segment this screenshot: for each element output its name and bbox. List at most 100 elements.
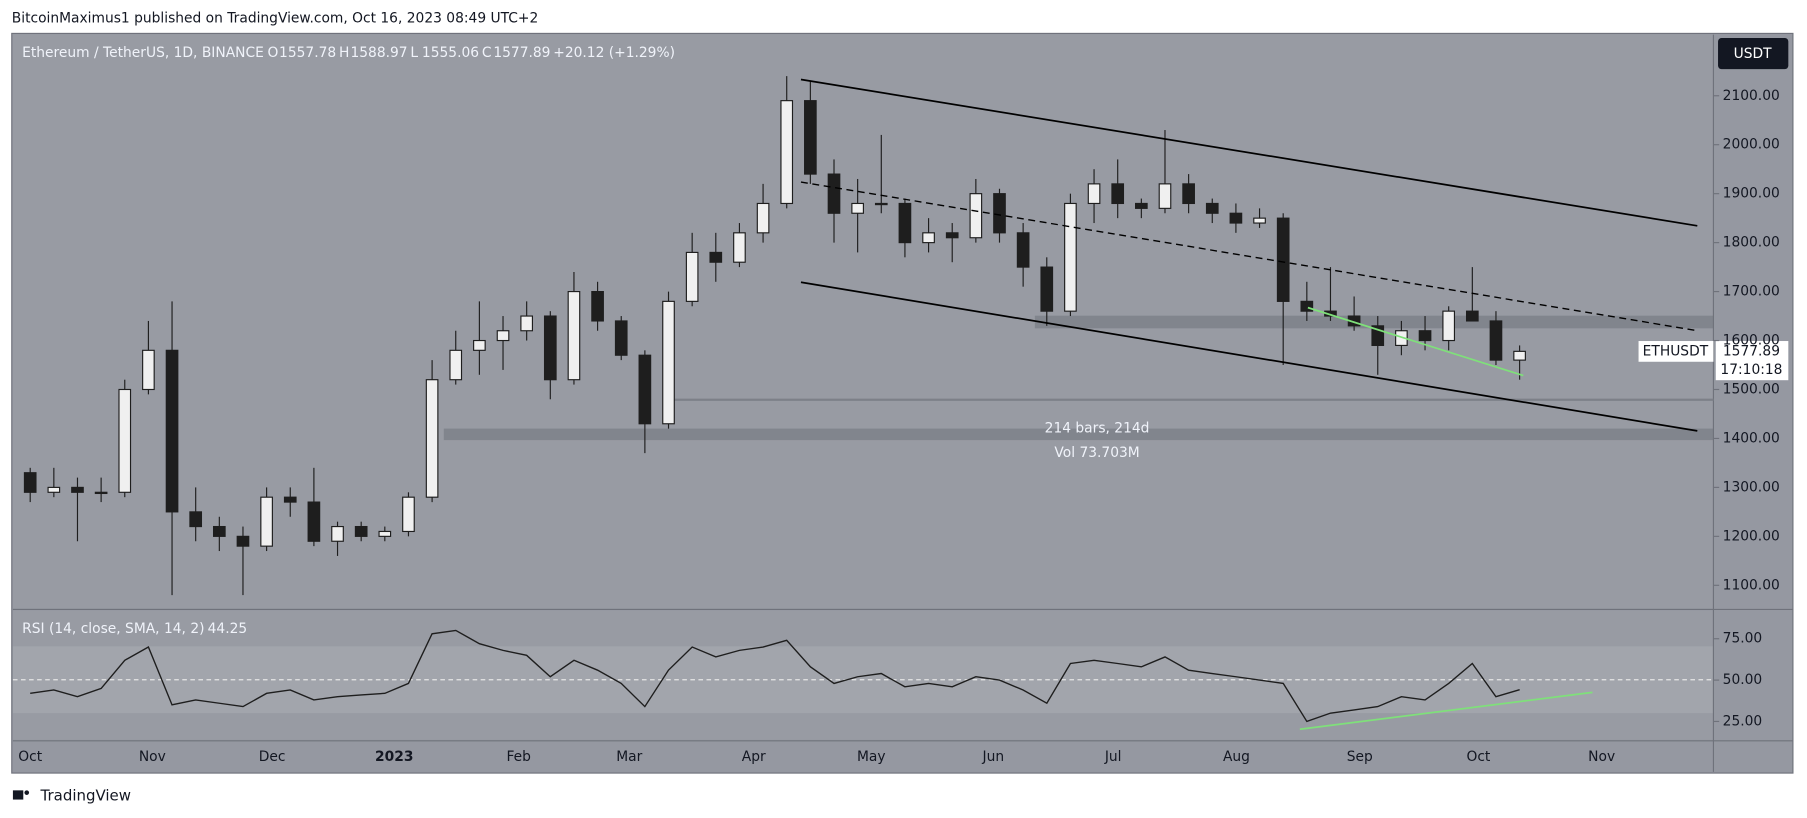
y-tick-label: 25.00 [1723, 713, 1763, 729]
y-tick-label: 1600.00 [1723, 333, 1780, 349]
price-tag [1715, 341, 1789, 381]
currency-button[interactable] [1718, 38, 1789, 70]
candle-body [473, 339, 486, 351]
candle-body [780, 100, 794, 205]
ohlc-key: C [482, 45, 492, 61]
x-tick-label: Jul [1104, 749, 1122, 765]
candle-body [1064, 202, 1077, 312]
ohlc-value: 1588.97 [350, 45, 407, 61]
candle-body [118, 388, 132, 493]
y-tick-label: 1500.00 [1723, 381, 1780, 397]
candle-body [378, 530, 392, 537]
candle-body [1276, 217, 1290, 302]
candle-body [236, 535, 250, 547]
candle-body [1300, 300, 1314, 312]
x-tick-label: Oct [1466, 749, 1490, 765]
x-tick-label: 2023 [375, 749, 413, 765]
x-tick-label: Oct [18, 749, 42, 765]
candle-body [1135, 202, 1148, 209]
price-trendline [1307, 306, 1524, 377]
ohlc-key: L [410, 45, 418, 61]
ohlc-value: 1577.89 [493, 45, 550, 61]
candle-body [969, 193, 983, 239]
candle-body [1253, 217, 1266, 224]
candle-body [425, 379, 439, 498]
candle-body [354, 525, 368, 537]
candle-body [614, 320, 628, 356]
y-tick-label: 1700.00 [1723, 284, 1780, 300]
support-zone [443, 428, 1714, 441]
candle-body [709, 251, 723, 263]
x-tick-label: Nov [139, 749, 166, 765]
publisher: BitcoinMaximus1 published on TradingView… [12, 10, 538, 26]
currency[interactable]: USDT [1734, 46, 1773, 62]
candle-body [496, 330, 510, 342]
candle-body [1111, 183, 1125, 205]
channel-bottom [800, 281, 1698, 432]
y-tick-label: 1200.00 [1723, 528, 1780, 544]
candle-body [1087, 183, 1101, 205]
candle-body [1158, 183, 1172, 209]
candle-body [520, 315, 534, 332]
candle-body [212, 525, 226, 537]
candle-body [685, 251, 699, 302]
candle-body [71, 486, 84, 493]
ohlc-legend: O 1557.78 H 1588.97 L 1555.06 C 1577.89 [268, 45, 551, 61]
candle-body [1205, 202, 1219, 214]
logo-mark [12, 790, 24, 800]
x-tick-label: Sep [1347, 749, 1373, 765]
ohlc-key: H [339, 45, 349, 61]
candle-body [142, 349, 155, 391]
y-tick-label: 2100.00 [1723, 88, 1780, 104]
ohlc-value: 1557.78 [279, 45, 336, 61]
x-tick-label: Nov [1588, 749, 1615, 765]
x-tick-label: Aug [1223, 749, 1250, 765]
candle-body [1229, 212, 1243, 224]
candle-body [945, 232, 959, 239]
y-tick-label: 1300.00 [1723, 479, 1780, 495]
candle-body [851, 202, 864, 214]
x-tick-label: Mar [616, 749, 642, 765]
candle-body [1489, 320, 1503, 361]
resistance-zone [1034, 315, 1714, 329]
candle-body [993, 193, 1006, 234]
measure-volume: Vol 73.703M [1054, 445, 1139, 461]
price-tag-countdown: 17:10:18 [1720, 362, 1782, 378]
y-tick-label: 1900.00 [1723, 186, 1780, 202]
rsi-last-value: 44.25 [208, 621, 248, 637]
channel-mid [800, 181, 1698, 332]
candle-body [733, 232, 746, 263]
symbol-title: Ethereum / TetherUS, 1D, BINANCE [22, 45, 264, 61]
candle-body [307, 501, 321, 542]
candle-body [1442, 310, 1456, 342]
candle-body [922, 232, 935, 244]
x-tick-label: May [857, 749, 886, 765]
candle-body [804, 100, 817, 175]
candle-body [638, 354, 652, 425]
candles [23, 76, 1526, 596]
candle-body [449, 349, 463, 381]
candle-body [402, 496, 415, 533]
symbol-tag-label: ETHUSDT [1643, 343, 1709, 359]
candle-body [1016, 232, 1030, 268]
y-tick-label: 50.00 [1723, 672, 1763, 688]
candle-body [47, 486, 61, 493]
candle-body [874, 202, 888, 206]
measure-bars: 214 bars, 214d [1045, 421, 1150, 437]
x-tick-label: Jun [982, 749, 1005, 765]
candle-body [189, 511, 203, 528]
candle-body [662, 300, 675, 425]
y-tick-label: 2000.00 [1723, 137, 1780, 153]
brand: TradingView [40, 787, 131, 805]
logo-dot [24, 790, 30, 795]
x-tick-label: Apr [742, 749, 766, 765]
change: +20.12 (+1.29%) [553, 45, 675, 61]
candle-body [1418, 330, 1432, 342]
candle-body [898, 202, 912, 244]
candle-body [1371, 325, 1385, 347]
candle-body [331, 525, 344, 542]
candle-body [94, 491, 108, 495]
candle-body [756, 202, 770, 234]
candle-body [591, 291, 604, 322]
rsi-trendline [1299, 691, 1593, 731]
